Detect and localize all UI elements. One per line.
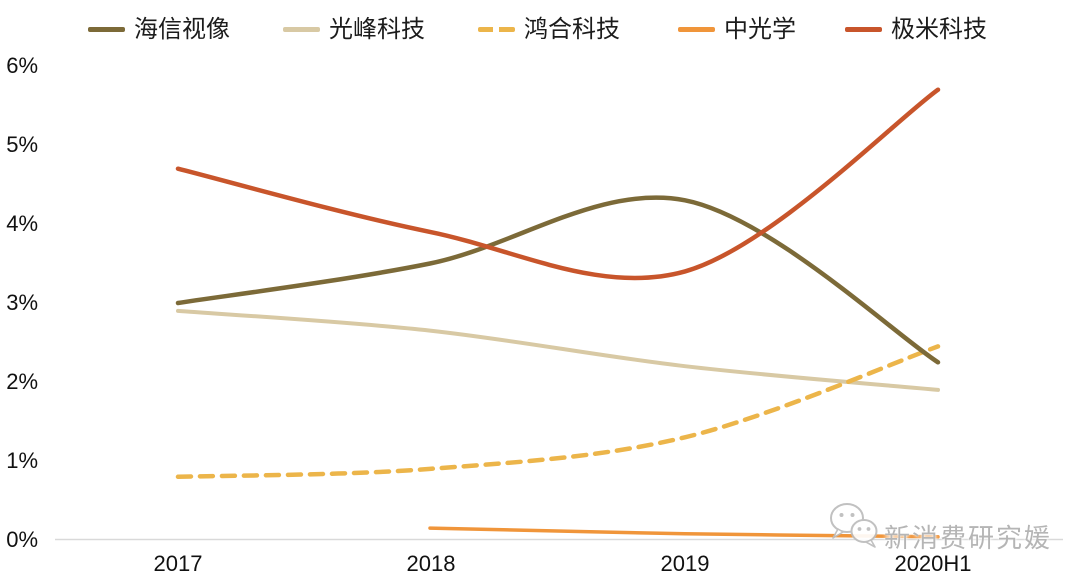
- legend-item-1: 光峰科技: [283, 14, 425, 44]
- y-tick-label: 6%: [6, 53, 38, 78]
- wechat-icon: [830, 503, 878, 548]
- legend-label: 中光学: [724, 15, 796, 43]
- legend-item-3: 中光学: [678, 14, 796, 44]
- y-tick-label: 0%: [6, 527, 38, 552]
- chart-legend: 海信视像 光峰科技 鸿合科技 中光学 极米科技: [0, 14, 1080, 44]
- legend-item-0: 海信视像: [88, 14, 230, 44]
- watermark-text: 新消费研究媛: [884, 524, 1053, 554]
- legend-swatch-solid: [88, 26, 125, 32]
- y-tick-label: 3%: [6, 290, 38, 315]
- series-line-2: [175, 344, 941, 480]
- series-line-0: [175, 195, 941, 365]
- x-tick-label: 2020H1: [894, 551, 972, 576]
- legend-swatch-solid: [283, 26, 320, 32]
- y-tick-label: 1%: [6, 448, 38, 473]
- series-line-3: [428, 526, 940, 539]
- x-tick-label: 2017: [153, 551, 203, 576]
- legend-label: 海信视像: [134, 15, 230, 43]
- y-tick-label: 4%: [6, 211, 38, 236]
- x-tick-label: 2019: [660, 551, 710, 576]
- legend-label: 鸿合科技: [524, 15, 620, 43]
- legend-swatch-solid: [678, 26, 715, 32]
- series-line-1: [176, 308, 940, 392]
- y-tick-label: 5%: [6, 132, 38, 157]
- legend-item-4: 极米科技: [845, 14, 987, 44]
- y-tick-label: 2%: [6, 369, 38, 394]
- legend-item-2: 鸿合科技: [478, 14, 620, 44]
- legend-swatch-solid: [845, 26, 882, 32]
- legend-label: 光峰科技: [329, 15, 425, 43]
- legend-swatch-dashed: [478, 26, 515, 32]
- x-tick-label: 2018: [406, 551, 456, 576]
- legend-label: 极米科技: [891, 15, 987, 43]
- series-line-4: [175, 87, 941, 281]
